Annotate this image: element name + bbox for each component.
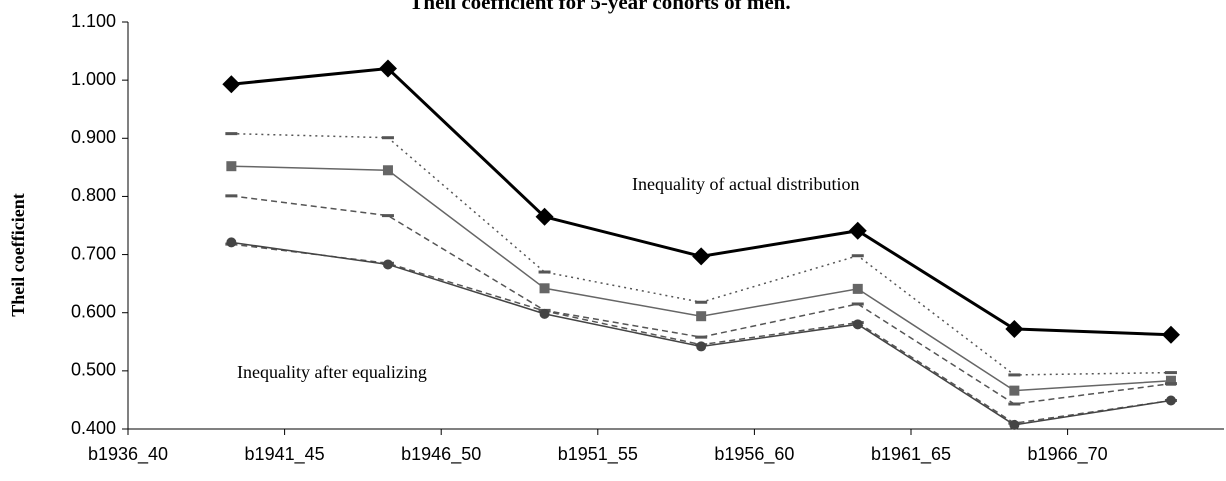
annotation: Inequality after equalizing <box>237 362 427 382</box>
y-tick-label: 0.600 <box>71 301 116 321</box>
annotation: Inequality of actual distribution <box>632 174 859 194</box>
marker <box>692 247 711 266</box>
marker <box>381 214 394 218</box>
x-tick-label: b1936_40 <box>88 444 168 465</box>
marker <box>1165 375 1176 386</box>
y-tick-label: 0.900 <box>71 127 116 147</box>
x-tick-label: b1961_65 <box>871 444 951 465</box>
marker <box>1008 402 1021 406</box>
marker <box>1009 385 1020 396</box>
y-tick-label: 0.500 <box>71 360 116 380</box>
y-axis-label: Theil coefficient <box>8 193 28 316</box>
chart-title: Theil coefficient for 5-year cohorts of … <box>409 0 790 14</box>
marker <box>225 132 238 136</box>
marker <box>1164 382 1177 386</box>
y-tick-label: 0.400 <box>71 418 116 438</box>
marker <box>851 302 864 306</box>
marker <box>696 341 707 352</box>
series-line <box>231 66 1172 337</box>
marker <box>852 283 863 294</box>
y-tick-label: 0.700 <box>71 243 116 263</box>
series-line <box>231 241 1172 426</box>
marker <box>539 283 550 294</box>
y-tick-label: 0.800 <box>71 185 116 205</box>
y-tick-label: 1.000 <box>71 69 116 89</box>
marker <box>1165 395 1176 406</box>
marker <box>226 161 237 172</box>
marker <box>1009 419 1020 430</box>
marker <box>222 75 241 94</box>
x-tick-label: b1956_60 <box>714 444 794 465</box>
marker <box>378 59 397 78</box>
marker <box>696 311 707 322</box>
marker <box>848 221 867 240</box>
marker <box>1005 319 1024 338</box>
marker <box>695 335 708 339</box>
marker <box>1164 371 1177 375</box>
marker <box>535 207 554 226</box>
marker <box>381 136 394 140</box>
x-tick-label: b1951_55 <box>558 444 638 465</box>
x-tick-label: b1941_45 <box>245 444 325 465</box>
marker <box>1161 325 1180 344</box>
marker <box>695 300 708 304</box>
marker <box>538 270 551 274</box>
marker <box>851 254 864 258</box>
marker <box>382 165 393 176</box>
marker <box>852 319 863 330</box>
marker <box>225 194 238 198</box>
x-tick-label: b1966_70 <box>1028 444 1108 465</box>
series-line <box>231 165 1172 392</box>
marker <box>1008 373 1021 377</box>
y-tick-label: 1.100 <box>71 11 116 31</box>
series-line <box>231 243 1172 424</box>
marker <box>382 259 393 270</box>
x-tick-label: b1946_50 <box>401 444 481 465</box>
marker <box>226 237 237 248</box>
marker <box>539 308 550 319</box>
